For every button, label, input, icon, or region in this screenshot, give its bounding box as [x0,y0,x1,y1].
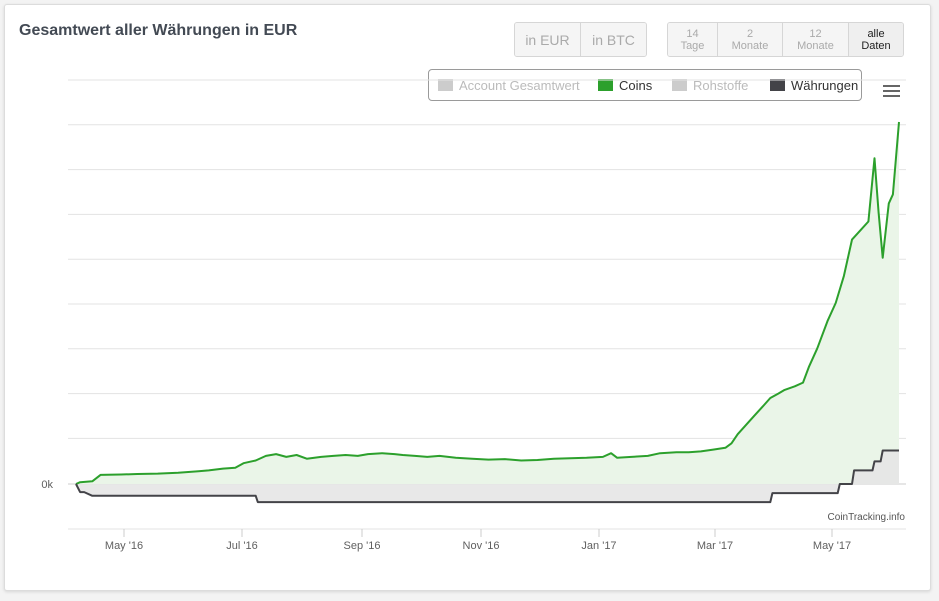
chart-credit: CoinTracking.info [828,512,906,523]
legend-swatch-coins [598,79,613,91]
range-all-data-button[interactable]: alle Daten [848,23,903,56]
legend-swatch-rohstoffe [672,79,687,91]
axis-layer: 0k May '16 Jul '16 Sep '16 Nov '16 Jan '17 Mar… [41,479,851,552]
in-eur-button[interactable]: in EUR [515,23,580,56]
series-line-waehrungen[interactable] [75,449,899,504]
x-tick-label: Mar '17 [697,540,733,552]
area-layer [76,122,899,503]
legend-swatch-account-gesamtwert [438,79,453,91]
range-selector: 14 Tage 2 Monate 12 Monate alle Daten [667,22,904,57]
legend-item-coins[interactable]: Coins [598,70,652,100]
x-tick-label: May '16 [105,540,143,552]
range-2-months-unit: Monate [731,39,769,52]
range-2-months-button[interactable]: 2 Monate [717,23,782,56]
x-tick-label: Sep '16 [344,540,381,552]
legend-label-waehrungen: Währungen [791,77,859,93]
range-14-days-button[interactable]: 14 Tage [668,23,717,56]
series-area-waehrungen [76,450,899,503]
menu-bar-top [883,85,900,87]
chart-title: Gesamtwert aller Währungen in EUR [19,22,298,39]
range-12-months-button[interactable]: 12 Monate [782,23,848,56]
hamburger-menu-icon[interactable] [882,84,902,100]
legend-item-account-gesamtwert[interactable]: Account Gesamtwert [438,70,580,100]
chart-legend: Account Gesamtwert Coins Rohstoffe Währu… [428,69,862,101]
range-all-data-line2: Daten [861,39,891,52]
y-tick-label: 0k [41,479,53,491]
range-14-days-unit: Tage [680,39,705,52]
x-tick-label: Jul '16 [226,540,257,552]
range-14-days-number: 14 [686,27,699,40]
legend-item-rohstoffe[interactable]: Rohstoffe [672,70,748,100]
x-tick-label: Jan '17 [581,540,616,552]
menu-bar-bottom [883,95,900,97]
series-line-coins[interactable] [75,121,900,485]
legend-label-coins: Coins [619,77,653,93]
range-12-months-number: 12 [809,27,822,40]
legend-item-waehrungen[interactable]: Währungen [770,70,858,100]
range-12-months-unit: Monate [797,39,834,52]
legend-swatch-waehrungen [770,79,785,91]
x-tick-label: May '17 [813,540,851,552]
menu-bar-middle [883,90,900,92]
x-tick-label: Nov '16 [463,540,500,552]
series-area-coins [76,122,899,484]
range-2-months-number: 2 [746,27,754,40]
currency-toggle: in EUR in BTC [514,22,647,57]
in-btc-button[interactable]: in BTC [580,23,646,56]
range-all-data-line1: alle [867,27,885,40]
line-layer [75,121,900,504]
legend-label-rohstoffe: Rohstoffe [693,77,749,93]
legend-label-account-gesamtwert: Account Gesamtwert [459,77,580,93]
